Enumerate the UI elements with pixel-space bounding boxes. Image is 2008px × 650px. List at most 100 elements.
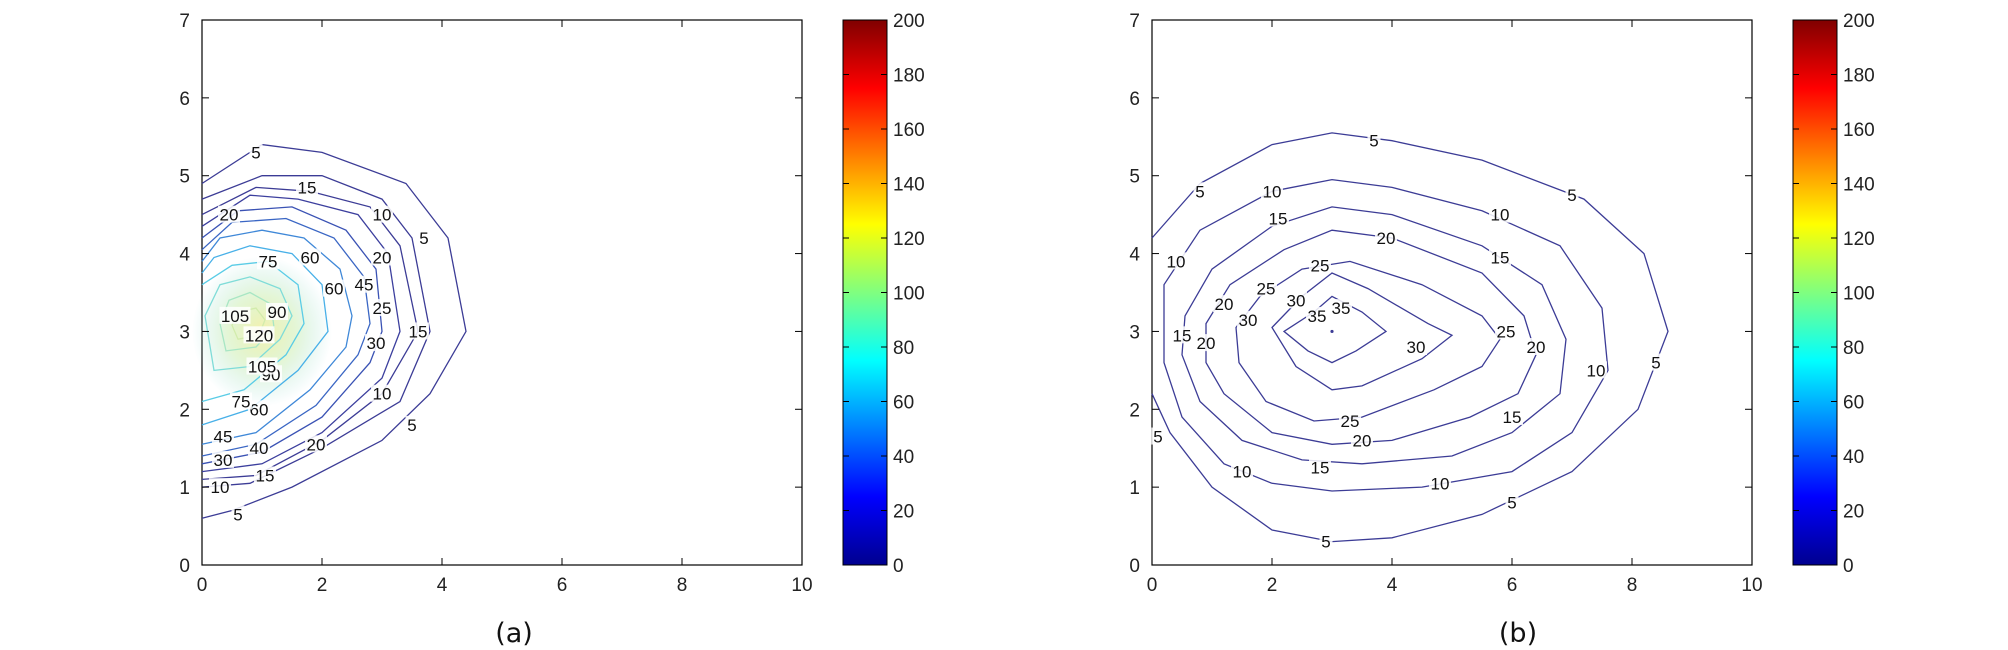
- contour-label: 10: [1431, 474, 1450, 493]
- contour-label-bg: [1231, 462, 1253, 480]
- colorbar-tick-label: 40: [893, 447, 914, 468]
- y-tick-label: 6: [1129, 89, 1140, 110]
- x-tick-label: 0: [197, 575, 208, 596]
- contour-label-bg: [1309, 256, 1331, 274]
- contour-label-bg: [212, 427, 234, 445]
- contour-label: 40: [250, 439, 269, 458]
- contour-label-bg: [1261, 182, 1283, 200]
- contour-label: 5: [1369, 132, 1378, 151]
- contour-label: 25: [1497, 322, 1516, 341]
- contour-label-bg: [246, 357, 278, 375]
- contour-label-bg: [219, 306, 251, 324]
- contour-label-bg: [371, 248, 393, 266]
- colorbar-tick-label: 200: [1843, 11, 1875, 32]
- contour-label: 15: [256, 466, 275, 485]
- contour-label: 35: [1308, 307, 1327, 326]
- contour-label-bg: [1495, 322, 1517, 340]
- contour-label-bg: [1237, 310, 1259, 328]
- contour-line-30: [1271, 272, 1454, 391]
- contour-label-bg: [1565, 186, 1579, 204]
- contour-label-bg: [299, 248, 321, 266]
- contour-label: 60: [250, 400, 269, 419]
- contour-label: 5: [1507, 494, 1516, 513]
- contour-label: 30: [1287, 291, 1306, 310]
- contour-label-bg: [371, 384, 393, 402]
- contour-label-bg: [353, 275, 375, 293]
- plot-area-b: [1151, 19, 1753, 566]
- x-tick-label: 8: [677, 575, 688, 596]
- x-tick-label: 8: [1627, 575, 1638, 596]
- colorbar-tick-label: 140: [893, 175, 925, 196]
- colorbar-b: [1792, 19, 1838, 566]
- x-tick-label: 4: [1387, 575, 1398, 596]
- x-tick-label: 4: [437, 575, 448, 596]
- contour-labels-a: 5555101010151515202020253030404545606060…: [209, 143, 431, 524]
- colorbar-tick-label: 180: [1843, 66, 1875, 87]
- colorbar-tick-label: 180: [893, 66, 925, 87]
- contour-label: 35: [1332, 299, 1351, 318]
- contour-label: 20: [1377, 229, 1396, 248]
- panel-a: 5555101010151515202020253030404545606060…: [179, 11, 924, 649]
- contour-label-bg: [209, 478, 231, 496]
- y-ticks-b: 0 1 2 3 4 5 6 7: [1129, 11, 1752, 577]
- contour-label: 5: [419, 229, 428, 248]
- contour-label: 15: [409, 322, 428, 341]
- y-tick-label: 2: [1129, 400, 1140, 421]
- contour-label-bg: [248, 400, 270, 418]
- y-tick-label: 3: [179, 322, 190, 343]
- contour-label-bg: [257, 252, 279, 270]
- x-tick-label: 10: [1741, 575, 1762, 596]
- contour-line-5: [201, 143, 467, 519]
- contour-label-bg: [1351, 431, 1373, 449]
- x-ticks-a: 0 2 4 6 8 10: [197, 20, 813, 596]
- contour-line-10: [201, 175, 431, 488]
- contour-label-bg: [1319, 532, 1333, 550]
- contour-label: 30: [367, 334, 386, 353]
- y-tick-label: 3: [1129, 322, 1140, 343]
- x-tick-label: 2: [1267, 575, 1278, 596]
- y-tick-label: 5: [1129, 167, 1140, 188]
- contour-line-60: [201, 245, 329, 426]
- contour-label-bg: [243, 326, 275, 344]
- y-tick-label: 0: [179, 556, 190, 577]
- colorbar-tick-label: 160: [893, 120, 925, 141]
- x-tick-label: 6: [1507, 575, 1518, 596]
- colorbar-tick-label: 120: [893, 229, 925, 250]
- contour-label: 15: [1503, 408, 1522, 427]
- contour-line-20: [1205, 229, 1537, 445]
- contour-label: 10: [373, 206, 392, 225]
- x-tick-label: 2: [317, 575, 328, 596]
- contour-label: 5: [233, 505, 242, 524]
- contour-label: 20: [1527, 338, 1546, 357]
- contour-label-bg: [254, 466, 276, 484]
- contour-label: 20: [307, 435, 326, 454]
- contour-label: 10: [1233, 463, 1252, 482]
- contour-label: 20: [1197, 334, 1216, 353]
- contour-label-bg: [1405, 338, 1427, 355]
- x-tick-label: 0: [1147, 575, 1158, 596]
- contour-label: 10: [1587, 361, 1606, 380]
- contour-line-35: [1282, 295, 1388, 364]
- caption-a: (a): [495, 618, 533, 649]
- contour-label: 25: [373, 299, 392, 318]
- contour-label: 25: [1311, 256, 1330, 275]
- y-tick-label: 2: [179, 400, 190, 421]
- contour-label: 15: [1491, 248, 1510, 267]
- colorbar-tick-label: 80: [1843, 338, 1864, 359]
- contour-label-bg: [248, 439, 270, 457]
- y-tick-label: 4: [1129, 245, 1140, 266]
- contour-label: 20: [1353, 431, 1372, 450]
- contour-label-bg: [1193, 182, 1207, 200]
- contour-label: 15: [298, 178, 317, 197]
- colorbar-tick-label: 40: [1843, 447, 1864, 468]
- colorbar-tick-label: 160: [1843, 120, 1875, 141]
- colorbar-tick-label: 100: [893, 284, 925, 305]
- contour-label: 105: [248, 357, 276, 376]
- contour-label-bg: [407, 322, 429, 340]
- contour-label-bg: [249, 143, 263, 161]
- contour-label-bg: [1525, 338, 1547, 355]
- colorbar-ticks-a: 0 20 40 60 80 100 120 140 160 180 200: [843, 11, 925, 577]
